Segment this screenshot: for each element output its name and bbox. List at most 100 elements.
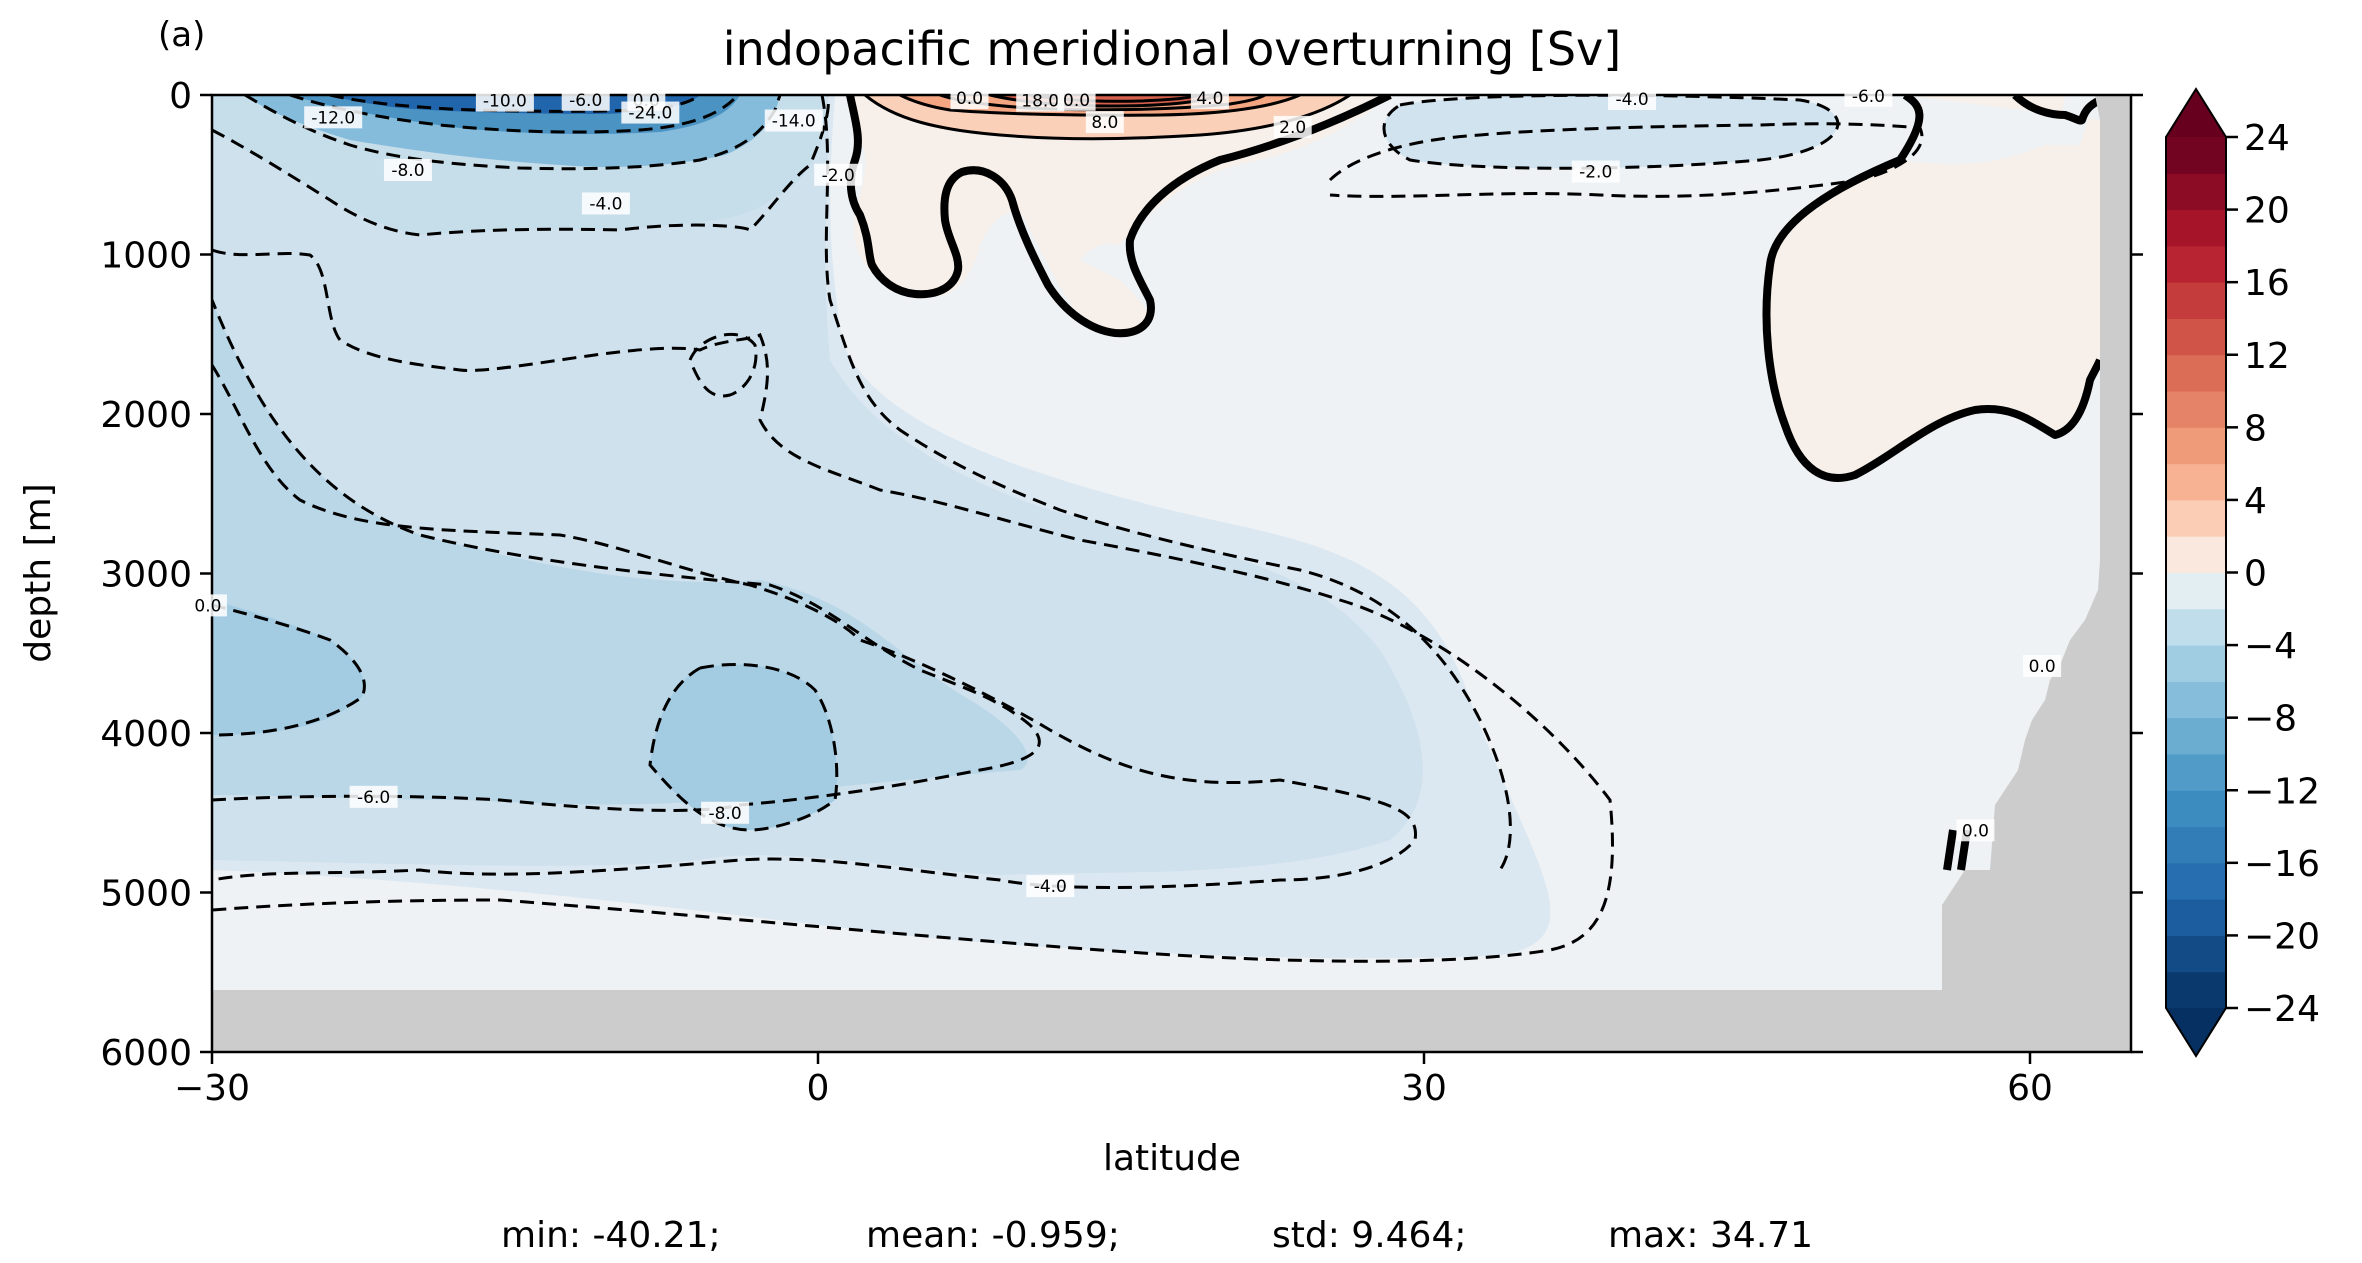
- zero-contour-north-top: [2012, 95, 2102, 125]
- colorbar-segment: [2166, 173, 2226, 211]
- colorbar-segment: [2166, 862, 2226, 900]
- y-tick-label: 6000: [100, 1033, 192, 1074]
- svg-text:-4.0: -4.0: [1615, 90, 1648, 110]
- x-tick-label: 60: [2007, 1068, 2053, 1109]
- contour-label: -12.0: [304, 106, 363, 129]
- svg-text:-12.0: -12.0: [311, 108, 355, 128]
- y-tick-label: 2000: [100, 395, 192, 436]
- svg-text:8.0: 8.0: [1091, 113, 1118, 133]
- y-tick-label: 1000: [100, 236, 192, 277]
- svg-text:2.0: 2.0: [1279, 118, 1306, 138]
- contour-label: 2.0: [1273, 115, 1312, 138]
- svg-text:-10.0: -10.0: [483, 92, 527, 112]
- y-tick-label: 3000: [100, 555, 192, 596]
- contour-label: 8.0: [1085, 111, 1124, 133]
- contour-label: -4.0: [581, 192, 630, 215]
- zero-contour-equator: [846, 95, 1392, 338]
- colorbar-segment: [2166, 499, 2226, 537]
- svg-text:-4.0: -4.0: [589, 194, 622, 214]
- contour-label: 0.0: [188, 594, 227, 617]
- contour-label: -2.0: [814, 163, 863, 186]
- y-axis-label: depth [m]: [18, 483, 59, 662]
- svg-text:0.0: 0.0: [2029, 657, 2056, 677]
- contour-label: -10.0: [475, 89, 534, 112]
- field-region-north-surface: [1383, 95, 1838, 169]
- panel-label: (a): [158, 15, 205, 55]
- colorbar-tick-label: −4: [2244, 626, 2297, 667]
- colorbar-segment: [2166, 354, 2226, 392]
- svg-text:-6.0: -6.0: [357, 788, 390, 808]
- stats-min: min: -40.21;: [501, 1215, 721, 1256]
- colorbar-segment: [2166, 463, 2226, 501]
- colorbar-segment: [2166, 645, 2226, 682]
- svg-text:-6.0: -6.0: [569, 91, 602, 111]
- colorbar-tick-label: 16: [2244, 263, 2290, 304]
- svg-text:-6.0: -6.0: [1852, 87, 1885, 107]
- contour-label: -4.0: [1026, 875, 1075, 898]
- svg-text:-24.0: -24.0: [628, 104, 672, 124]
- colorbar-segment: [2166, 245, 2226, 283]
- y-tick-label: 5000: [100, 874, 192, 915]
- contour-label: -8.0: [383, 158, 432, 181]
- x-axis-label: latitude: [1103, 1138, 1241, 1179]
- contour-label: 0.0: [2023, 655, 2062, 678]
- colorbar-tick-label: 8: [2244, 408, 2267, 449]
- x-tick-label: 30: [1401, 1068, 1447, 1109]
- y-tick-label: 4000: [100, 714, 192, 755]
- contour-line-i: [212, 95, 830, 237]
- colorbar-segment: [2166, 209, 2226, 247]
- contour-label: 18.0: [1016, 89, 1065, 112]
- colorbar-segment: [2166, 935, 2226, 973]
- colorbar-segment: [2166, 717, 2226, 755]
- colorbar-segment: [2166, 826, 2226, 864]
- contour-line-pos-2: [899, 95, 1301, 117]
- svg-text:18.0: 18.0: [1021, 92, 1059, 112]
- svg-text:-8.0: -8.0: [391, 161, 424, 181]
- field-region-8-left: [212, 600, 365, 735]
- svg-text:0.0: 0.0: [956, 89, 983, 109]
- colorbar-tick-label: 20: [2244, 191, 2290, 232]
- contour-label: -6.0: [349, 785, 398, 808]
- colorbar-segment: [2166, 536, 2226, 573]
- x-tick-label: −30: [174, 1068, 250, 1109]
- colorbar-tick-label: 4: [2244, 481, 2267, 522]
- svg-text:-4.0: -4.0: [1034, 877, 1067, 897]
- colorbar-segment: [2166, 391, 2226, 428]
- colorbar-tick-label: −16: [2244, 844, 2320, 885]
- svg-text:4.0: 4.0: [1196, 89, 1223, 109]
- field-region-positive-north: [1764, 95, 2100, 480]
- colorbar-segment: [2166, 753, 2226, 791]
- zero-contour-north: [1762, 95, 2104, 482]
- contour-label: -2.0: [1571, 160, 1620, 183]
- contour-label: -14.0: [764, 109, 823, 132]
- contour-label: -8.0: [701, 801, 750, 824]
- colorbar-segment: [2166, 790, 2226, 828]
- field-region-positive-equator: [850, 95, 1390, 334]
- colorbar-extend-top: [2166, 89, 2226, 137]
- contour-label: 0.0: [950, 87, 989, 110]
- colorbar-extend-bottom: [2166, 1008, 2226, 1056]
- svg-text:0.0: 0.0: [1962, 821, 1989, 841]
- colorbar-tick-label: 12: [2244, 336, 2290, 377]
- contour-label: 0.0: [1057, 88, 1096, 111]
- svg-text:0.0: 0.0: [194, 596, 221, 616]
- y-axis: 0 1000 2000 3000 4000 5000 6000: [100, 76, 2143, 1074]
- colorbar-segment: [2166, 427, 2226, 465]
- svg-text:0.0: 0.0: [1063, 91, 1090, 111]
- colorbar: 24 20 16 12 8 4 0 −4 −8 −12 −16 −20 −24: [2165, 87, 2320, 1058]
- contour-label: -24.0: [621, 101, 680, 124]
- svg-text:-8.0: -8.0: [708, 804, 741, 824]
- colorbar-tick-label: −12: [2244, 771, 2320, 812]
- colorbar-tick-label: −8: [2244, 699, 2297, 740]
- contour-line-c: [212, 603, 366, 737]
- x-axis: −30 0 30 60: [174, 1052, 2053, 1109]
- colorbar-segment: [2166, 572, 2226, 610]
- stats-max: max: 34.71: [1608, 1215, 1813, 1256]
- colorbar-segment: [2166, 971, 2226, 1009]
- colorbar-segment: [2166, 681, 2226, 719]
- contour-labels: -10.0 -6.0 0.0 -24.0 -12.0 -8.0 -4.0 -14.0 -2.0 0…: [188, 84, 2062, 898]
- svg-text:-2.0: -2.0: [1579, 163, 1612, 183]
- colorbar-segment: [2166, 899, 2226, 936]
- stats-line: min: -40.21; mean: -0.959; std: 9.464; m…: [501, 1215, 1813, 1256]
